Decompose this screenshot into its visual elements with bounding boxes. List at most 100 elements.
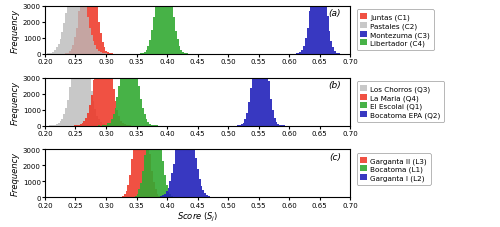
Bar (78, 12, 80, 54)
Bar (138, 189, 140, 197)
Bar (180, 115, 182, 197)
Bar (72, 61, 74, 126)
Bar (305, 39, 306, 54)
Bar (100, 29, 102, 126)
Bar (151, 125, 153, 126)
Bar (206, 195, 208, 197)
Bar (153, 182, 155, 197)
Bar (248, 103, 250, 126)
Bar (322, 0, 323, 54)
Bar (150, 41, 151, 54)
Bar (175, 150, 177, 197)
Bar (129, 175, 131, 197)
Bar (144, 95, 146, 197)
Bar (70, 75, 72, 126)
Bar (82, 0, 84, 54)
Bar (84, 0, 86, 54)
Bar (98, 40, 100, 126)
Bar (52, 52, 54, 54)
Legend: Garganta II (L3), Bocatoma (L1), Garganta I (L2): Garganta II (L3), Bocatoma (L1), Gargant… (356, 153, 430, 185)
Bar (158, 120, 160, 197)
Bar (323, 0, 325, 54)
Bar (106, 52, 107, 54)
Bar (156, 194, 158, 197)
Bar (142, 109, 144, 126)
Bar (188, 110, 190, 197)
Bar (178, 125, 180, 197)
Bar (148, 47, 150, 54)
Y-axis label: Frequency: Frequency (11, 80, 20, 124)
Bar (80, 0, 82, 54)
Bar (198, 179, 200, 197)
Bar (266, 64, 268, 126)
Bar (158, 0, 160, 54)
Text: (b): (b) (328, 81, 341, 90)
Bar (164, 194, 166, 197)
Bar (67, 100, 69, 126)
Bar (310, 0, 312, 54)
Bar (70, 49, 72, 54)
Bar (155, 189, 156, 197)
Bar (241, 125, 242, 126)
Bar (256, 26, 258, 126)
Bar (87, 0, 89, 54)
Bar (136, 72, 138, 126)
Bar (94, 0, 96, 54)
Bar (134, 56, 136, 126)
Bar (140, 99, 142, 126)
Bar (129, 25, 131, 126)
Bar (246, 114, 248, 126)
Bar (146, 51, 148, 54)
Bar (91, 92, 92, 126)
Bar (173, 18, 175, 54)
Bar (172, 1, 173, 54)
Bar (208, 196, 210, 197)
Bar (86, 7, 87, 54)
Bar (102, 25, 103, 126)
Bar (124, 125, 126, 126)
Bar (80, 0, 82, 54)
Bar (148, 134, 150, 197)
Bar (258, 12, 259, 126)
Bar (92, 0, 94, 54)
Bar (124, 42, 126, 126)
Bar (60, 40, 62, 54)
Bar (78, 0, 80, 54)
Bar (104, 125, 106, 126)
Bar (153, 77, 155, 197)
Bar (96, 51, 98, 126)
Bar (308, 12, 310, 54)
Bar (263, 22, 264, 126)
Bar (148, 123, 150, 126)
Bar (158, 196, 160, 197)
Bar (151, 171, 153, 197)
Bar (82, 0, 84, 54)
Bar (62, 119, 64, 126)
Bar (166, 0, 168, 54)
Bar (150, 154, 151, 197)
Bar (116, 98, 118, 126)
Bar (170, 0, 172, 54)
Bar (325, 0, 327, 54)
Bar (89, 28, 91, 54)
Bar (166, 191, 168, 197)
Bar (316, 0, 318, 54)
Bar (168, 0, 170, 54)
Bar (186, 105, 188, 197)
Bar (96, 116, 98, 126)
X-axis label: $\mathit{Score}\ (S_j)$: $\mathit{Score}\ (S_j)$ (177, 210, 218, 223)
Bar (136, 194, 138, 197)
Bar (76, 29, 78, 54)
Bar (124, 195, 126, 197)
Bar (160, 0, 162, 54)
Bar (134, 119, 136, 197)
Bar (136, 99, 138, 197)
Bar (138, 86, 140, 126)
Bar (106, 125, 107, 126)
Bar (54, 51, 56, 54)
Bar (182, 53, 184, 54)
Bar (320, 0, 322, 54)
Bar (162, 196, 164, 197)
Bar (144, 115, 146, 126)
Bar (92, 102, 94, 126)
